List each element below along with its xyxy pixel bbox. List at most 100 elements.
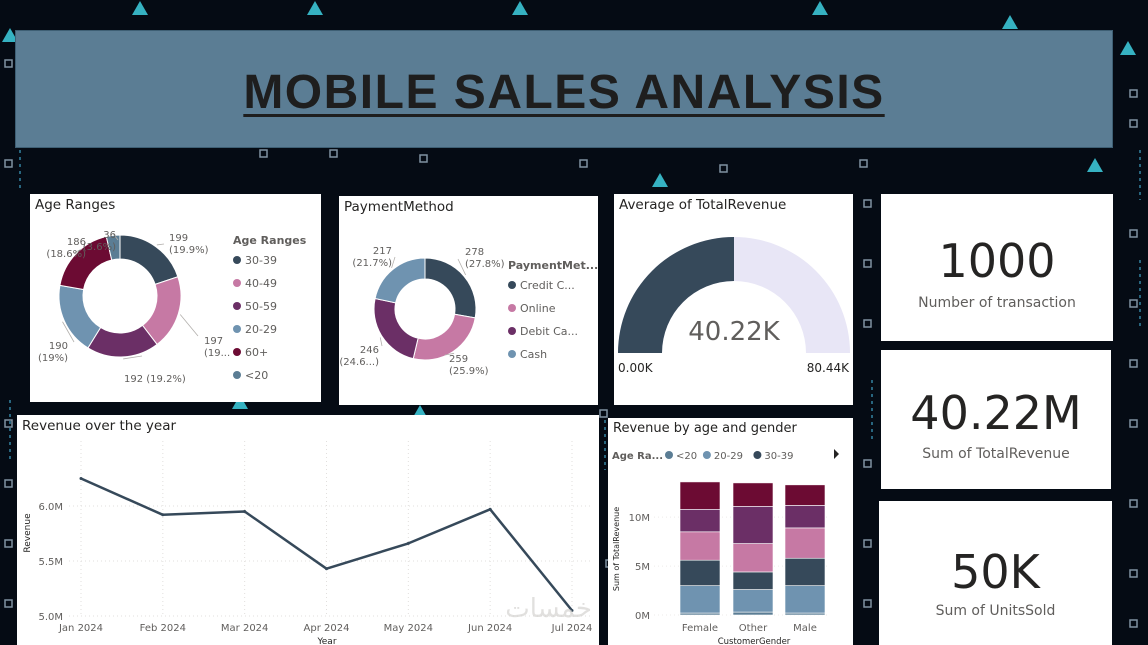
legend-title: Age Ra... [612,451,663,462]
x-tick-label: Other [739,623,768,634]
slice-leader-line [379,337,383,347]
bar-segment[interactable] [679,531,721,561]
average-revenue-gauge-panel[interactable]: Average of TotalRevenue 40.22K 0.00K 80.… [614,194,853,405]
legend-marker [508,281,516,289]
revenue-age-gender-panel[interactable]: Revenue by age and gender Age Ra... <20 2… [608,418,853,645]
decor-square [859,159,868,168]
panel-title: Revenue over the year [22,418,177,434]
bar-segment[interactable] [784,557,826,586]
series-line[interactable] [80,477,573,612]
bar-segment[interactable] [784,484,826,506]
decor-triangle [512,1,528,15]
legend-marker [665,451,673,459]
donut-slice[interactable] [105,234,121,261]
bar-segment[interactable] [732,611,774,616]
legend-item[interactable]: 30-39 [764,451,793,462]
kpi-card-units-sold[interactable]: 50K Sum of UnitsSold [879,501,1112,645]
bar-segment[interactable] [732,571,774,590]
age-ranges-panel[interactable]: Age Ranges 199 (19.9%) 197 (19... 192 (19.2%… [30,194,321,402]
legend-title: PaymentMet... [508,259,598,272]
decor-square [719,164,728,173]
decor-square [419,154,428,163]
data-point[interactable] [325,567,328,571]
legend-marker [233,279,241,287]
bar-segment[interactable] [784,505,826,529]
y-tick-label: 5M [635,562,650,573]
decor-triangle [132,1,148,15]
bar-segment[interactable] [679,509,721,533]
legend-item[interactable]: Online [520,302,556,315]
legend-marker [508,327,516,335]
y-axis-title: Sum of TotalRevenue [612,507,621,591]
decor-square [579,159,588,168]
decor-square [599,409,608,418]
slice-data-label: 186 [67,237,86,248]
x-tick-label: Male [793,623,817,634]
decor-square [4,419,13,428]
kpi-card-total-revenue[interactable]: 40.22M Sum of TotalRevenue [881,350,1111,489]
slice-data-label-pct: (18.6%) [46,249,86,260]
bar-segment[interactable] [679,481,721,510]
bar-segment[interactable] [732,543,774,573]
bar-segment[interactable] [679,585,721,614]
legend-item[interactable]: <20 [676,451,697,462]
donut-slice[interactable] [374,257,426,304]
kpi-label: Number of transaction [918,295,1076,311]
x-tick-label: Mar 2024 [221,623,269,634]
legend-item[interactable]: 30-39 [245,254,277,267]
gauge-chart: 40.22K 0.00K 80.44K [618,237,850,375]
y-tick-label: 6.0M [38,502,63,513]
panel-title: Revenue by age and gender [613,421,797,436]
x-tick-label: Jan 2024 [58,623,103,634]
legend-marker [702,451,711,459]
legend-marker [508,350,516,358]
bar-segment[interactable] [784,585,826,614]
slice-data-label: 199 [169,233,188,244]
panel-title: Average of TotalRevenue [619,197,787,213]
x-tick-label: Jun 2024 [467,623,512,634]
bar-segment[interactable] [784,527,826,559]
decor-square [259,149,268,158]
data-point[interactable] [79,477,83,480]
slice-data-label-pct: (19.9%) [169,245,209,256]
bar-segment[interactable] [732,506,774,544]
bar-segment[interactable] [732,589,774,613]
legend-marker [233,371,241,379]
legend-item[interactable]: Debit Ca... [520,325,578,338]
kpi-value: 50K [951,545,1040,599]
slice-data-label-pct: (24.6...) [339,357,379,368]
legend-item[interactable]: 40-49 [245,277,277,290]
donut-slice[interactable] [373,297,419,360]
legend-item[interactable]: Cash [520,348,547,361]
bar-segment[interactable] [732,482,774,507]
legend-item[interactable]: 60+ [245,346,268,359]
legend-item[interactable]: 20-29 [714,451,743,462]
data-point[interactable] [488,507,492,511]
kpi-label: Sum of TotalRevenue [922,446,1070,462]
data-point[interactable] [570,609,574,612]
payment-method-panel[interactable]: PaymentMethod 278 (27.8%) 259 (25.9%) 246 (24… [339,196,598,405]
data-point[interactable] [243,510,247,513]
data-point[interactable] [406,541,410,545]
legend-next-arrow-icon[interactable] [834,449,839,459]
data-point[interactable] [161,513,165,517]
panel-title: Age Ranges [35,197,116,213]
legend-item[interactable]: <20 [245,369,268,382]
donut-slice[interactable] [58,284,102,349]
decor-square [863,319,872,328]
slice-leader-line [179,314,199,337]
revenue-age-gender-chart: Age Ra... <20 20-29 30-39 0M 5M 10M Female Othe… [612,449,839,645]
legend-item[interactable]: Credit C... [520,279,575,292]
legend-item[interactable]: 20-29 [245,323,277,336]
bar-segment[interactable] [679,559,721,586]
revenue-over-year-panel[interactable]: Revenue over the year 5.0M 5.5M 6.0M Jan 20… [17,415,599,645]
legend-item[interactable]: 50-59 [245,300,277,313]
kpi-card-transactions[interactable]: 1000 Number of transaction [881,194,1113,341]
decor-triangle [1120,41,1136,55]
slice-leader-line [123,355,143,360]
slice-data-label-pct: (3.6%) [83,242,116,253]
legend-title: Age Ranges [233,234,307,247]
decor-triangle [232,395,248,409]
payment-method-chart: 278(27.8%) 259(25.9%) 246(24.6...) 217(21.7… [339,246,598,377]
slice-data-label-pct: (25.9%) [449,366,489,377]
